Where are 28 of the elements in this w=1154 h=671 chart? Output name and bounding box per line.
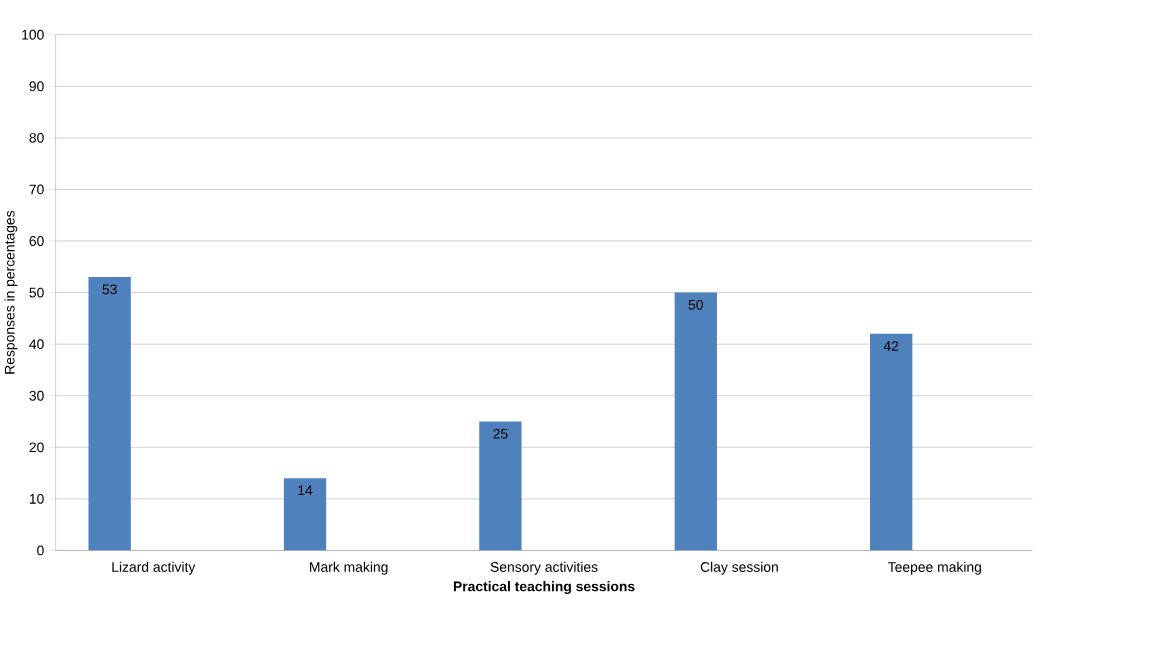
y-tick-label: 30 xyxy=(29,390,44,401)
data-label: 53 xyxy=(102,284,117,295)
bar xyxy=(674,292,717,551)
data-label: 42 xyxy=(883,340,899,351)
y-tick-label: 20 xyxy=(29,442,44,452)
y-tick-label: 70 xyxy=(29,184,44,195)
data-label: 50 xyxy=(688,299,703,310)
x-axis-title: Practical teaching sessions xyxy=(453,580,635,594)
y-axis-title: Responses in percentages xyxy=(4,210,18,374)
y-tick-label: 0 xyxy=(37,545,44,556)
y-tick-label: 60 xyxy=(29,235,44,246)
data-label: 25 xyxy=(493,428,508,439)
bar xyxy=(283,478,327,551)
x-tick-label: Lizard activity xyxy=(112,561,196,575)
data-label: 14 xyxy=(298,485,313,495)
y-tick-label: 10 xyxy=(29,493,44,504)
bar xyxy=(479,421,522,551)
y-tick-label: 100 xyxy=(22,29,44,40)
bar xyxy=(88,276,131,551)
x-tick-label: Mark making xyxy=(310,561,388,575)
x-tick-label: Clay session xyxy=(700,561,778,575)
x-tick-label: Teepee making xyxy=(888,561,981,575)
y-tick-label: 50 xyxy=(29,287,44,298)
bar xyxy=(870,333,913,551)
y-tick-label: 90 xyxy=(29,81,44,91)
x-tick-label: Sensory activities xyxy=(490,561,598,575)
y-tick-label: 40 xyxy=(29,339,44,349)
y-tick-label: 80 xyxy=(29,132,44,143)
